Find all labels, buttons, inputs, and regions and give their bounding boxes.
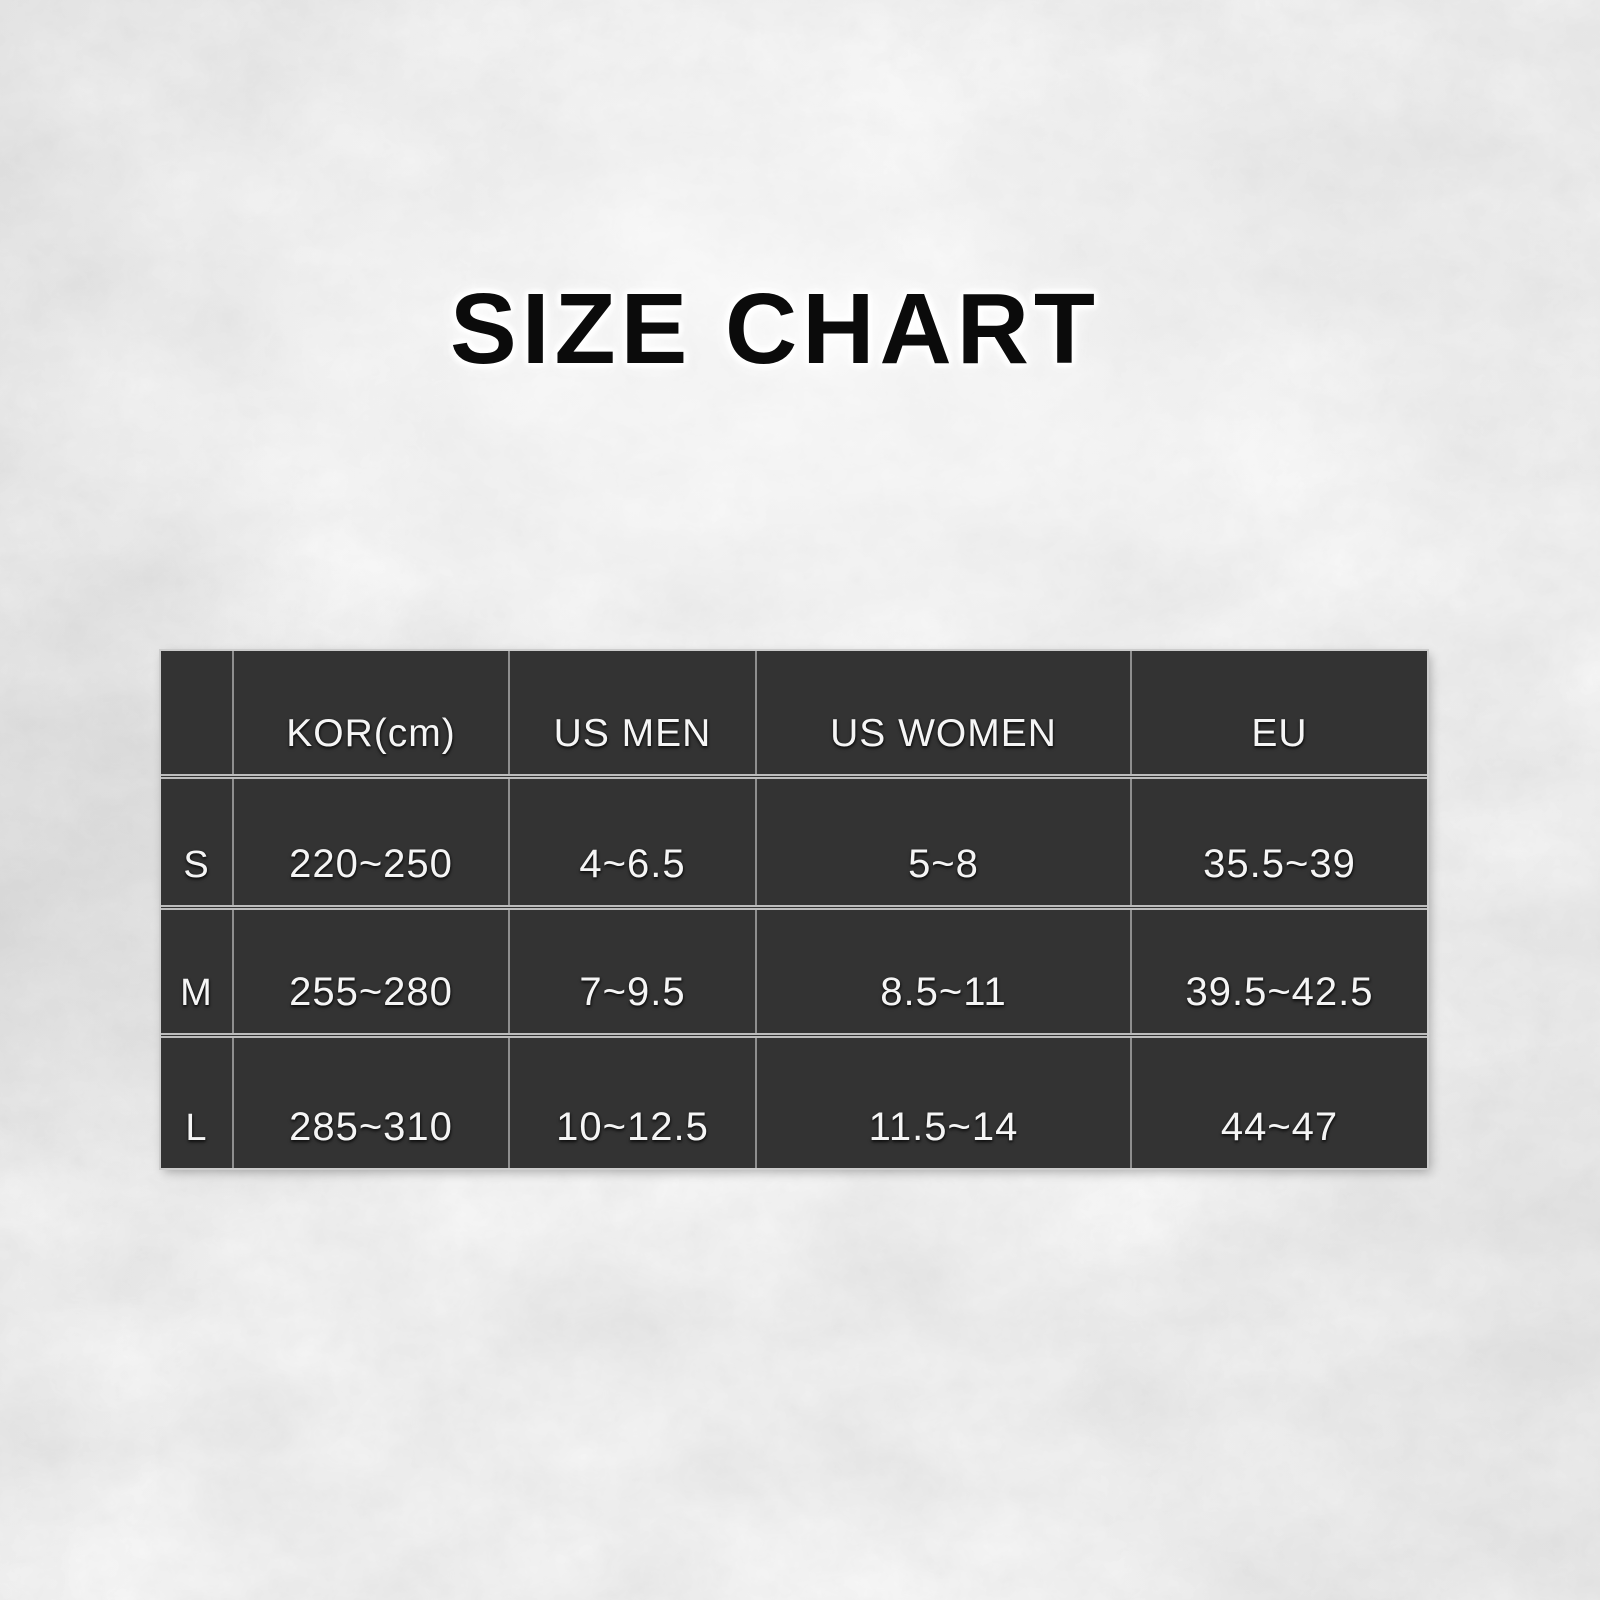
cell-m-kor: 255~280 [232, 904, 509, 1035]
cell-m-us-men: 7~9.5 [508, 904, 756, 1035]
cell-s-kor: 220~250 [232, 773, 509, 907]
cell-l-kor: 285~310 [232, 1032, 509, 1168]
size-chart-table: KOR(cm) US MEN US WOMEN EU S 220~250 4~6… [161, 651, 1427, 1168]
cell-l-us-women: 11.5~14 [755, 1032, 1131, 1168]
row-label-m: M [161, 904, 233, 1035]
row-label-s: S [161, 773, 233, 907]
header-cell-us-men: US MEN [508, 651, 756, 776]
table-row-s: S 220~250 4~6.5 5~8 35.5~39 [161, 773, 1427, 907]
cell-m-us-women: 8.5~11 [755, 904, 1131, 1035]
cell-s-us-men: 4~6.5 [508, 773, 756, 907]
header-cell-us-women: US WOMEN [755, 651, 1131, 776]
page-title: SIZE CHART [450, 273, 1100, 385]
cell-s-eu: 35.5~39 [1130, 773, 1427, 907]
header-cell-size [161, 651, 233, 776]
row-label-l: L [161, 1032, 233, 1168]
cell-l-us-men: 10~12.5 [508, 1032, 756, 1168]
cell-s-us-women: 5~8 [755, 773, 1131, 907]
cell-l-eu: 44~47 [1130, 1032, 1427, 1168]
table-row-l: L 285~310 10~12.5 11.5~14 44~47 [161, 1032, 1427, 1168]
table-row-m: M 255~280 7~9.5 8.5~11 39.5~42.5 [161, 904, 1427, 1035]
header-cell-kor: KOR(cm) [232, 651, 509, 776]
cell-m-eu: 39.5~42.5 [1130, 904, 1427, 1035]
table-header-row: KOR(cm) US MEN US WOMEN EU [161, 651, 1427, 776]
header-cell-eu: EU [1130, 651, 1427, 776]
